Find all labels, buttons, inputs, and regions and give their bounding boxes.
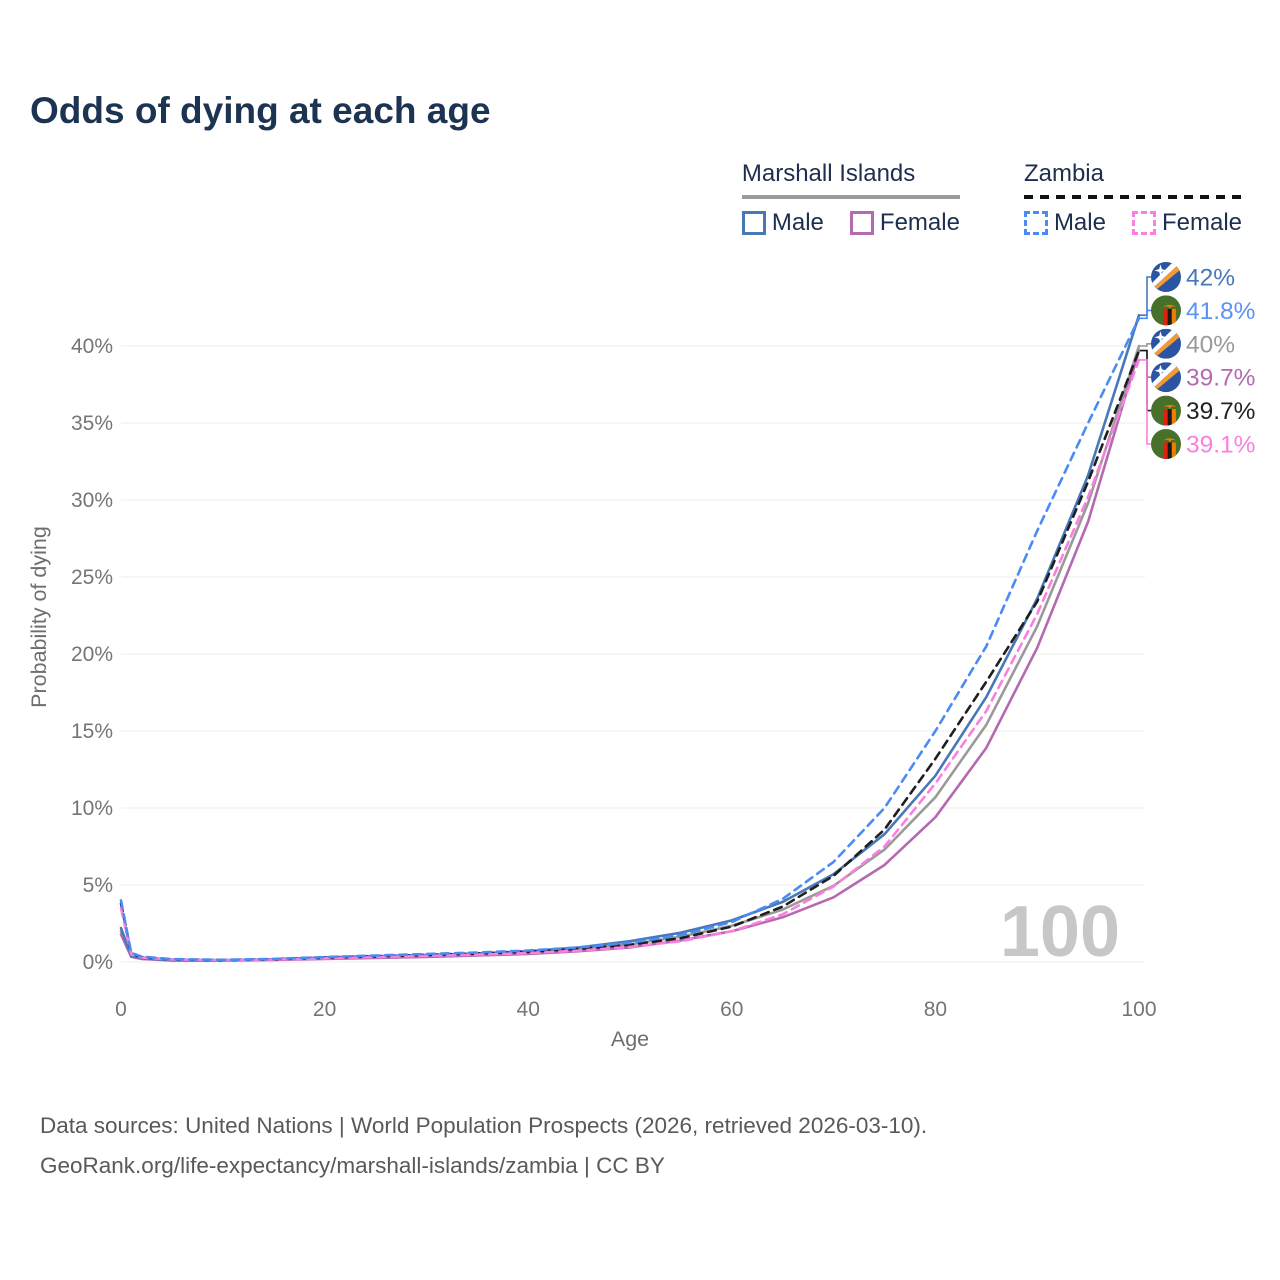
legend-item-label: Female [1161,209,1242,236]
zambia-female-swatch-icon [1131,211,1156,235]
x-tick-label: 80 [924,998,947,1021]
legend-group-zambia: Zambia Male Female [1023,160,1242,237]
y-tick-label: 40% [71,335,113,358]
marshall-islands-line-style-sample [741,195,960,199]
legend-item-label: Female [879,209,960,236]
x-tick-label: 100 [1121,998,1156,1021]
flag-marshall-islands-icon [1151,329,1181,359]
end-value-label: 39.7% [1186,398,1255,425]
age-watermark: 100 [1000,892,1120,972]
footer: Data sources: United Nations | World Pop… [40,1106,927,1186]
x-axis-title: Age [611,1027,649,1051]
label-connector [1140,309,1151,320]
legend-item-marshall-male[interactable]: Male [741,209,824,237]
data-source-text: Data sources: United Nations | World Pop… [40,1113,928,1138]
series-line-zm_total[interactable] [119,349,1141,962]
label-connector [1140,349,1151,378]
label-connector [1140,343,1151,347]
flag-zambia-icon [1151,295,1181,325]
flag-zambia-icon [1151,429,1181,459]
legend-item-zambia-female[interactable]: Female [1131,209,1242,237]
flag-marshall-islands-icon [1151,362,1181,392]
label-connector [1140,276,1151,316]
legend-item-label: Male [1053,209,1106,236]
end-value-label: 40% [1186,331,1235,358]
legend-header-zambia[interactable]: Zambia [1023,160,1242,199]
legend-item-zambia-male[interactable]: Male [1023,209,1106,237]
y-tick-label: 35% [71,412,113,435]
x-tick-label: 20 [313,998,336,1021]
flag-marshall-islands-icon [1151,262,1181,292]
y-tick-label: 15% [71,720,113,743]
y-axis-title: Probability of dying [27,526,51,708]
y-tick-label: 25% [71,566,113,589]
y-tick-label: 20% [71,643,113,666]
x-tick-label: 0 [115,998,127,1021]
x-tick-label: 60 [720,998,743,1021]
series-line-mi_female[interactable] [119,349,1141,962]
y-tick-label: 30% [71,489,113,512]
end-value-label: 39.7% [1186,365,1255,392]
attribution-link-text[interactable]: GeoRank.org/life-expectancy/marshall-isl… [40,1153,665,1178]
legend-group-marshall-islands: Marshall Islands Male Female [741,160,960,237]
series-line-zm_female[interactable] [119,358,1141,962]
legend-item-label: Male [771,209,824,236]
label-connector [1140,359,1151,445]
y-tick-label: 5% [83,874,113,897]
marshall-male-swatch-icon [741,211,766,235]
end-value-label: 42% [1186,265,1235,292]
legend: Marshall Islands Male Female Zambia Male [741,160,1242,237]
series-line-mi_total[interactable] [119,344,1141,962]
series-line-zm_male[interactable] [119,316,1141,962]
zambia-male-swatch-icon [1023,211,1048,235]
legend-header-marshall-islands[interactable]: Marshall Islands [741,160,960,199]
legend-item-marshall-female[interactable]: Female [849,209,960,237]
legend-header-label: Zambia [1023,160,1104,187]
y-tick-label: 0% [83,951,113,974]
zambia-line-style-sample [1023,195,1242,199]
y-tick-label: 10% [71,797,113,820]
x-tick-label: 40 [517,998,540,1021]
legend-header-label: Marshall Islands [741,160,916,187]
marshall-female-swatch-icon [849,211,874,235]
series-line-mi_male[interactable] [119,313,1141,962]
page-title: Odds of dying at each age [30,90,491,131]
end-value-label: 39.1% [1186,432,1255,459]
flag-zambia-icon [1151,396,1181,426]
end-value-label: 41.8% [1186,298,1255,325]
